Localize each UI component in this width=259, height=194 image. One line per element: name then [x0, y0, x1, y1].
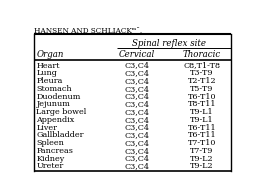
Text: Ureter: Ureter — [36, 162, 64, 170]
Text: HANSEN AND SCHLIACKᵐˉ.: HANSEN AND SCHLIACKᵐˉ. — [34, 27, 142, 35]
Text: C3,C4: C3,C4 — [124, 108, 149, 116]
Text: Heart: Heart — [36, 61, 60, 69]
Text: T2-T12: T2-T12 — [188, 77, 216, 85]
Text: C3,C4: C3,C4 — [124, 139, 149, 147]
Text: Spleen: Spleen — [36, 139, 64, 147]
Text: T9-L1: T9-L1 — [190, 116, 214, 124]
Text: Cervical: Cervical — [119, 50, 155, 59]
Text: Organ: Organ — [36, 50, 64, 59]
Text: Lung: Lung — [36, 69, 57, 77]
Text: Jejunum: Jejunum — [36, 100, 70, 108]
Text: Appendix: Appendix — [36, 116, 75, 124]
Text: C3,C4: C3,C4 — [124, 100, 149, 108]
Text: C3,C4: C3,C4 — [124, 124, 149, 132]
Text: T6-T11: T6-T11 — [188, 124, 216, 132]
Text: C3,C4: C3,C4 — [124, 85, 149, 93]
Text: T6-T11: T6-T11 — [188, 131, 216, 139]
Text: Pleura: Pleura — [36, 77, 63, 85]
Text: C3,C4: C3,C4 — [124, 61, 149, 69]
Text: T9-L2: T9-L2 — [190, 154, 214, 163]
Text: C3,C4: C3,C4 — [124, 93, 149, 100]
Text: T7-T9: T7-T9 — [190, 147, 214, 155]
Text: C8,T1-T8: C8,T1-T8 — [183, 61, 220, 69]
Text: Gallbladder: Gallbladder — [36, 131, 84, 139]
Text: C3,C4: C3,C4 — [124, 162, 149, 170]
Text: C3,C4: C3,C4 — [124, 154, 149, 163]
Text: C3,C4: C3,C4 — [124, 69, 149, 77]
Text: T3-T9: T3-T9 — [190, 69, 214, 77]
Text: C3,C4: C3,C4 — [124, 77, 149, 85]
Text: Spinal reflex site: Spinal reflex site — [132, 39, 206, 48]
Text: C3,C4: C3,C4 — [124, 116, 149, 124]
Text: T9-L1: T9-L1 — [190, 108, 214, 116]
Text: Kidney: Kidney — [36, 154, 65, 163]
Text: Thoracic: Thoracic — [183, 50, 221, 59]
Text: T7-T10: T7-T10 — [188, 139, 216, 147]
Text: T9-L2: T9-L2 — [190, 162, 214, 170]
Text: T5-T9: T5-T9 — [190, 85, 214, 93]
Text: C3,C4: C3,C4 — [124, 131, 149, 139]
Text: C3,C4: C3,C4 — [124, 147, 149, 155]
Text: Pancreas: Pancreas — [36, 147, 73, 155]
Text: T6-T10: T6-T10 — [188, 93, 216, 100]
Text: T8-T11: T8-T11 — [188, 100, 216, 108]
Text: Duodenum: Duodenum — [36, 93, 81, 100]
Text: Liver: Liver — [36, 124, 57, 132]
Text: Stomach: Stomach — [36, 85, 72, 93]
Text: Large bowel: Large bowel — [36, 108, 87, 116]
